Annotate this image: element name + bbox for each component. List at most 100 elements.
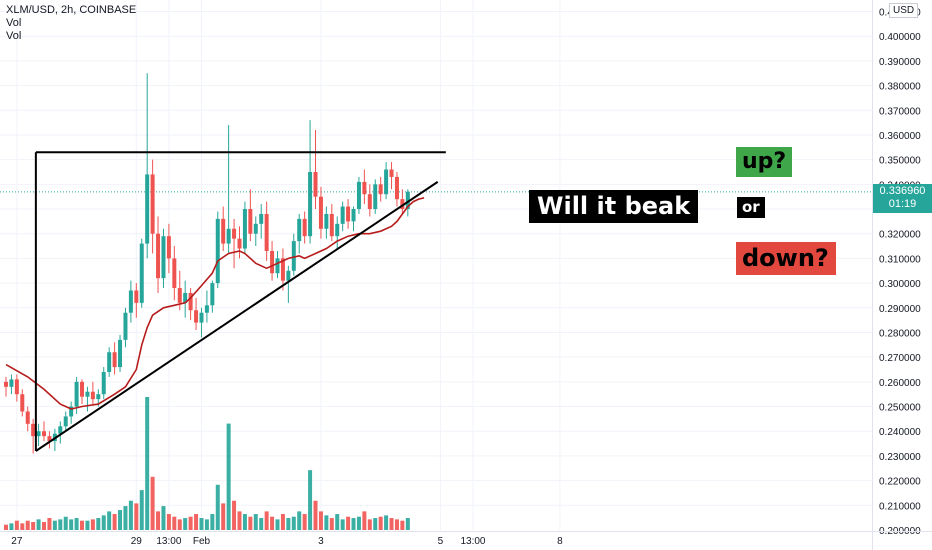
volume-bar (25, 520, 30, 530)
candle-body (204, 305, 209, 313)
candle-body (123, 312, 128, 340)
volume-bar (150, 476, 155, 530)
volume-bar (199, 518, 204, 530)
volume-bar (302, 514, 307, 530)
candle-body (346, 206, 351, 222)
volume-bar (210, 514, 215, 530)
candle-body (378, 184, 383, 195)
candle-body (335, 223, 340, 237)
price-axis[interactable]: 0.2000000.2100000.2200000.2300000.240000… (872, 0, 932, 550)
candle-body (128, 290, 133, 313)
volume-bar (264, 511, 269, 530)
volume-bar (367, 519, 372, 530)
candle-body (9, 379, 14, 387)
candle-body (210, 283, 215, 306)
time-axis[interactable]: 27 29 13:00 Feb 3 5 13:00 8 (0, 531, 932, 548)
volume-bar (362, 511, 367, 530)
volume-bar (270, 516, 275, 530)
volume-bar (400, 520, 405, 530)
time-tick-label: Feb (193, 536, 211, 547)
volume-bar (237, 511, 242, 530)
price-tick-label: 0.260000 (879, 378, 921, 389)
volume-bar (275, 519, 280, 530)
price-tick-label: 0.400000 (879, 32, 921, 43)
volume-bar (118, 510, 123, 530)
volume-bar (308, 470, 313, 530)
candle-body (58, 426, 63, 434)
volume-bar (226, 423, 231, 530)
candle-body (145, 174, 150, 244)
volume-bar (394, 519, 399, 530)
candle-body (356, 181, 361, 210)
or-label: or (737, 197, 765, 218)
volume-bar (112, 514, 117, 530)
volume-bar (259, 518, 264, 530)
candle-body (340, 206, 345, 224)
currency-label[interactable]: USD (889, 3, 919, 18)
price-tick-label: 0.220000 (879, 477, 921, 488)
volume-bar (177, 519, 182, 530)
volume-bar (156, 511, 161, 530)
volume-bar (335, 514, 340, 530)
volume-bar (373, 518, 378, 530)
candle-body (275, 258, 280, 274)
volume-bar (96, 518, 101, 530)
volume-bar (351, 518, 356, 530)
candle-body (36, 431, 41, 437)
candle-body (313, 171, 318, 197)
candle-body (280, 258, 285, 281)
volume-bar (242, 514, 247, 530)
candle-body (42, 431, 47, 437)
candle-body (194, 310, 199, 323)
candle-body (4, 381, 8, 387)
candle-body (297, 218, 302, 242)
volume-bar (101, 515, 106, 530)
candle-body (118, 339, 123, 368)
volume-bar (253, 514, 258, 530)
candles (4, 73, 410, 454)
last-price-badge: 0.336960 01:19 (873, 184, 932, 213)
volume-bar (172, 516, 177, 530)
candle-body (248, 209, 253, 234)
volume-bar (161, 506, 166, 530)
volume-bar (194, 514, 199, 530)
volume-bar (183, 518, 188, 530)
volume-bar (188, 516, 193, 530)
volume-bar (107, 511, 112, 530)
candle-body (329, 213, 334, 237)
triangle-drawing (34, 151, 446, 452)
volume-bar (346, 516, 351, 530)
symbol-title[interactable]: XLM/USD, 2h, COINBASE (6, 4, 137, 16)
time-tick-label: 27 (11, 536, 23, 547)
down-label: down? (736, 242, 836, 275)
triangle-support-line[interactable] (35, 181, 439, 452)
candle-body (31, 423, 36, 437)
volume-bar (14, 520, 19, 530)
volume-bar (324, 515, 329, 530)
volume-bar (340, 519, 345, 530)
candle-body (20, 394, 25, 412)
candle-body (166, 236, 171, 259)
volume-bar (69, 519, 74, 530)
volume-bar (215, 484, 220, 530)
volume-bar (90, 519, 95, 530)
volume-bar (291, 516, 296, 530)
volume-bar (36, 519, 41, 530)
volume-bar (221, 503, 226, 530)
time-tick-label: 13:00 (460, 536, 485, 547)
candle-body (270, 250, 275, 274)
candle-body (90, 391, 95, 400)
volume-bar (80, 520, 85, 530)
volume-bar (31, 522, 36, 530)
candle-body (400, 199, 405, 210)
volume-legend-1[interactable]: Vol (6, 17, 22, 29)
volume-bar (356, 516, 361, 530)
candle-body (373, 184, 378, 210)
price-tick-label: 0.240000 (879, 427, 921, 438)
candle-body (367, 194, 372, 210)
volume-legend-2[interactable]: Vol (6, 30, 22, 42)
volume-bar (58, 519, 63, 530)
volume-bar (42, 522, 47, 530)
will-it-beak-label: Will it beak (529, 190, 699, 223)
